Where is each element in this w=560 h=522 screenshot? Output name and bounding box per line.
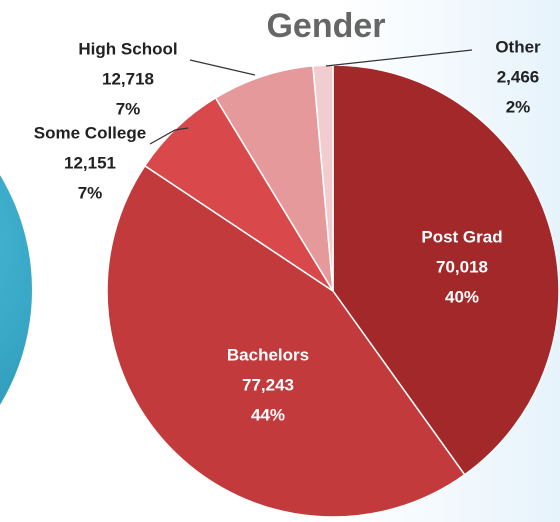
slice-label: High School bbox=[78, 39, 177, 58]
percent-label: 40% bbox=[445, 287, 479, 306]
slice-label: Other bbox=[495, 37, 541, 56]
leader-line bbox=[325, 49, 473, 67]
value-label: 2,466 bbox=[497, 67, 540, 86]
chart-title: Gender bbox=[266, 7, 385, 45]
value-label: 70,018 bbox=[436, 257, 488, 276]
value-label: 12,718 bbox=[102, 69, 154, 88]
percent-label: 2% bbox=[506, 97, 531, 116]
value-label: 12,151 bbox=[64, 153, 116, 172]
percent-label: 7% bbox=[116, 99, 141, 118]
leader-line bbox=[149, 127, 189, 145]
pie-slice bbox=[214, 65, 334, 292]
slice-label: Some College bbox=[34, 123, 146, 142]
neighbor-chart bbox=[0, 175, 32, 405]
pie bbox=[106, 64, 560, 518]
slice-label: Bachelors bbox=[227, 345, 309, 364]
leader-line bbox=[189, 59, 256, 76]
slice-label: Post Grad bbox=[421, 227, 502, 246]
pie-slice bbox=[106, 164, 466, 518]
percent-label: 7% bbox=[78, 183, 103, 202]
pie-slice bbox=[332, 64, 560, 476]
value-label: 77,243 bbox=[242, 375, 294, 394]
percent-label: 44% bbox=[251, 405, 285, 424]
labels: Post Grad 70,018 40% Bachelors 77,243 44% Some… bbox=[34, 37, 541, 424]
